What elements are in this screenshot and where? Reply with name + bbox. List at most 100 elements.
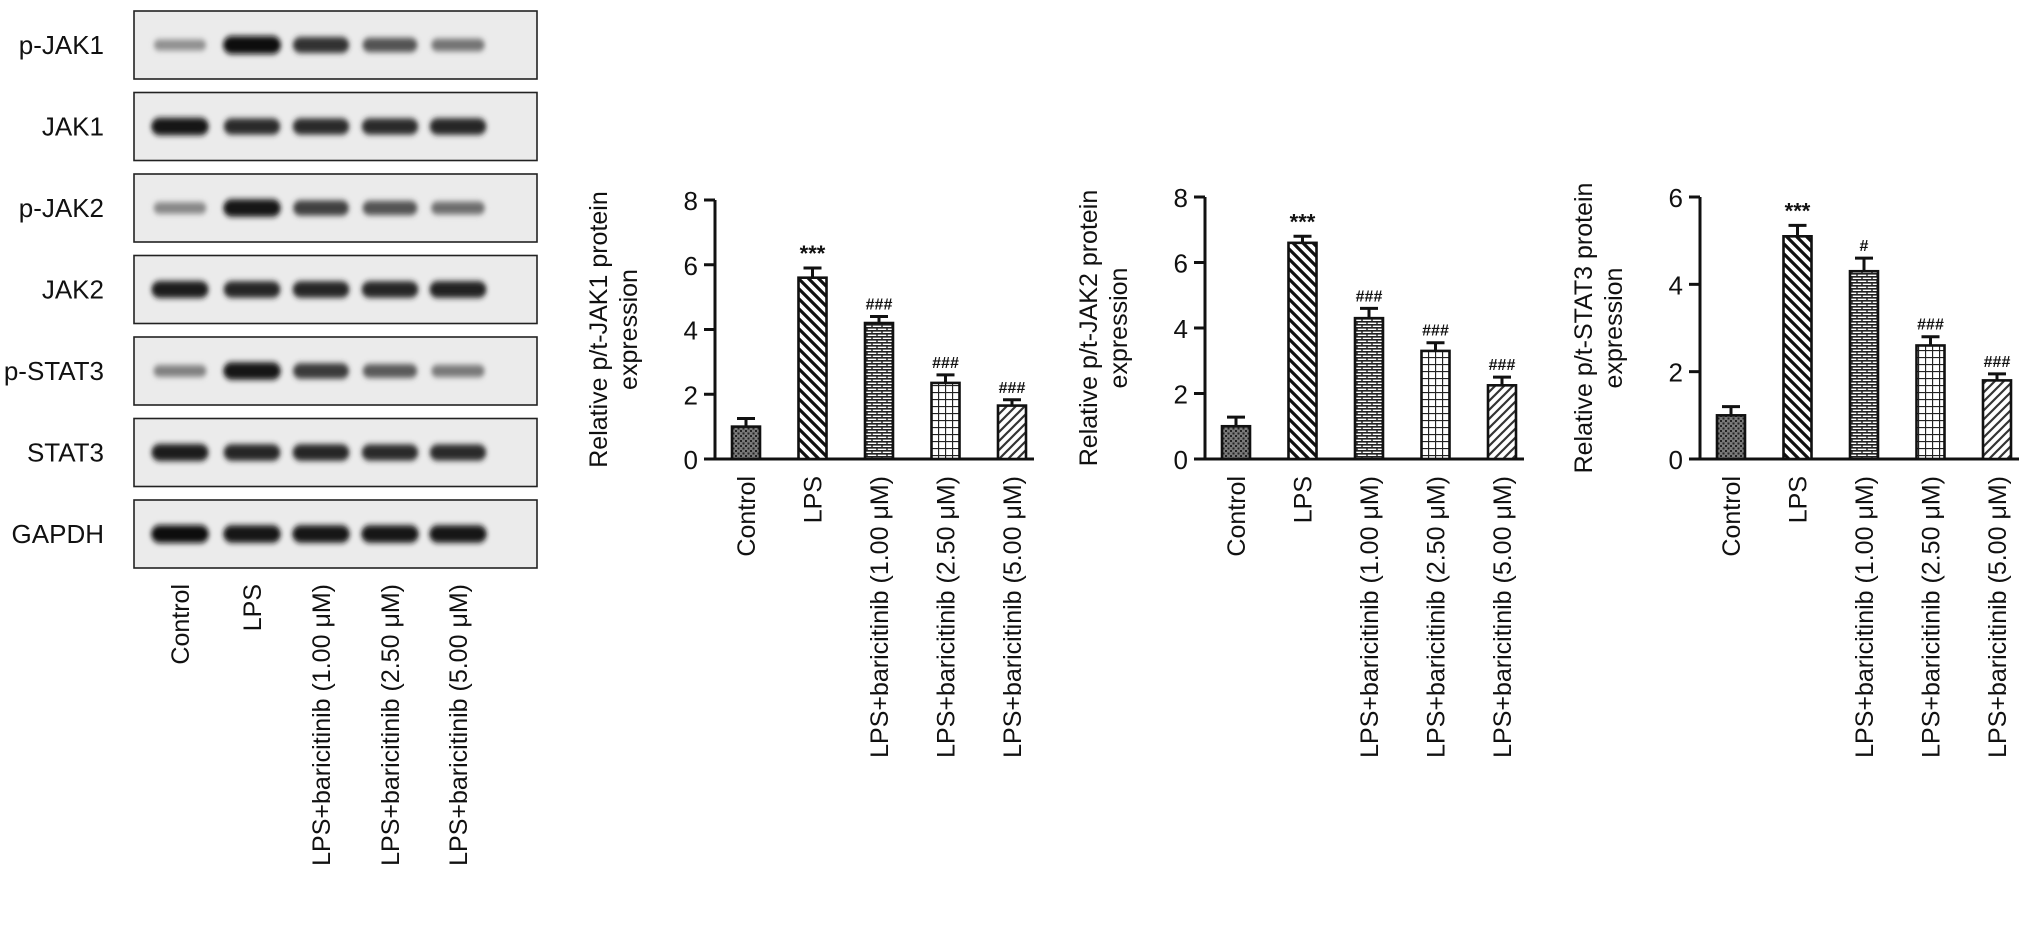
x-tick-label: LPS+baricitinib (5.00 μM) <box>999 476 1027 758</box>
blot-band <box>429 281 487 298</box>
significance-label: ### <box>932 355 959 372</box>
y-tick-label: 2 <box>1174 380 1188 410</box>
blot-band <box>292 444 350 461</box>
x-tick-label: LPS <box>1785 476 1813 523</box>
blot-band <box>223 36 281 54</box>
blot-row-stat3: STAT3 <box>27 417 538 488</box>
bar-charts: 0 2 4 6 8 Relative p/t-JAK1 protein expression… <box>585 183 2019 758</box>
significance-label: ### <box>1984 354 2011 371</box>
blot-band <box>153 365 207 377</box>
blot-band <box>223 525 281 543</box>
x-tick-label: LPS <box>1290 476 1318 523</box>
blot-band <box>361 281 419 298</box>
blot-band <box>429 444 487 461</box>
blot-lane-label: LPS+baricitinib (1.00 μM) <box>308 584 336 866</box>
significance-label: ### <box>1917 317 1944 334</box>
bar-1: *** <box>1287 209 1318 461</box>
blot-band <box>151 281 209 298</box>
significance-label: ### <box>1422 323 1449 340</box>
y-tick-label: 2 <box>684 380 698 410</box>
blot-row-jak2: JAK2 <box>42 254 538 325</box>
x-tick-label: LPS <box>800 476 828 523</box>
blot-band <box>223 362 281 380</box>
significance-label: ### <box>999 380 1026 397</box>
blot-band <box>293 363 349 379</box>
blot-band <box>292 118 350 135</box>
bar-rect <box>1287 241 1318 461</box>
blot-band <box>361 525 419 543</box>
bar-rect <box>797 276 828 461</box>
blot-band <box>362 37 418 53</box>
bar-1: *** <box>797 241 828 461</box>
x-tick-label: LPS+baricitinib (5.00 μM) <box>1984 476 2012 758</box>
blot-band <box>293 200 349 216</box>
blot-row-label: GAPDH <box>12 519 104 549</box>
blot-lane-label: Control <box>167 584 195 665</box>
significance-label: ### <box>1356 288 1383 305</box>
blot-band <box>361 444 419 461</box>
significance-label: *** <box>800 241 826 266</box>
bar-0 <box>1220 415 1252 461</box>
x-tick-label: Control <box>1223 476 1251 557</box>
y-tick-label: 6 <box>1174 249 1188 279</box>
blot-lane-label: LPS+baricitinib (5.00 μM) <box>445 584 473 866</box>
bar-4: ### <box>996 380 1028 461</box>
blot-band <box>151 117 209 136</box>
blot-row-label: STAT3 <box>27 438 104 468</box>
y-tick-label: 0 <box>1669 445 1683 475</box>
blot-row-p-jak1: p-JAK1 <box>19 10 538 80</box>
bar-1: *** <box>1782 198 1813 461</box>
x-tick-label: LPS+baricitinib (1.00 μM) <box>1851 476 1879 758</box>
y-tick-label: 0 <box>684 445 698 475</box>
y-tick-label: 6 <box>684 251 698 281</box>
bar-rect <box>863 321 895 461</box>
blot-band <box>361 118 419 135</box>
significance-label: # <box>1860 238 1869 255</box>
blot-row-label: p-STAT3 <box>4 356 104 386</box>
blot-row-label: p-JAK1 <box>19 30 104 60</box>
bar-4: ### <box>1981 354 2013 461</box>
y-axis-label: Relative p/t-STAT3 protein <box>1570 183 1598 474</box>
blot-band <box>153 202 207 214</box>
blot-band <box>292 525 350 543</box>
y-tick-label: 8 <box>1174 183 1188 213</box>
significance-label: ### <box>1489 357 1516 374</box>
blot-band <box>151 525 209 543</box>
blot-band <box>292 281 350 298</box>
x-tick-label: Control <box>733 476 761 557</box>
bar-rect <box>1848 269 1880 461</box>
x-tick-label: LPS+baricitinib (5.00 μM) <box>1489 476 1517 758</box>
bar-chart-2: 0 2 4 6 8 Relative p/t-JAK2 protein expression… <box>1075 183 1524 758</box>
bar-4: ### <box>1486 357 1518 461</box>
blot-band <box>223 199 281 217</box>
y-tick-label: 4 <box>1174 314 1188 344</box>
blot-lane-label: LPS+baricitinib (2.50 μM) <box>377 584 405 866</box>
blot-band <box>362 200 418 216</box>
y-axis-label: expression <box>1105 268 1133 389</box>
bar-rect <box>930 381 961 461</box>
bar-3: ### <box>1915 317 1946 461</box>
x-tick-label: LPS+baricitinib (1.00 μM) <box>866 476 894 758</box>
bar-2: # <box>1848 238 1880 461</box>
bar-3: ### <box>1420 323 1451 461</box>
y-tick-label: 8 <box>684 186 698 216</box>
y-axis-label: Relative p/t-JAK1 protein <box>585 191 613 468</box>
bar-rect <box>1981 379 2013 461</box>
significance-label: ### <box>866 297 893 314</box>
bar-rect <box>730 425 762 461</box>
bar-rect <box>1782 235 1813 461</box>
significance-label: *** <box>1290 209 1316 234</box>
blot-band <box>223 118 281 135</box>
y-tick-label: 6 <box>1669 183 1683 213</box>
x-tick-label: LPS+baricitinib (2.50 μM) <box>1423 476 1451 758</box>
bar-rect <box>1353 316 1385 461</box>
significance-label: *** <box>1785 198 1811 223</box>
bar-rect <box>1486 384 1518 461</box>
y-tick-label: 2 <box>1669 358 1683 388</box>
bar-chart-1: 0 2 4 6 8 Relative p/t-JAK1 protein expression… <box>585 186 1034 758</box>
bar-chart-3: 0 2 4 6 Relative p/t-STAT3 protein expression… <box>1570 183 2019 758</box>
blot-lane-label: LPS <box>239 584 267 631</box>
blot-band <box>292 37 350 53</box>
bar-0 <box>1715 405 1747 461</box>
